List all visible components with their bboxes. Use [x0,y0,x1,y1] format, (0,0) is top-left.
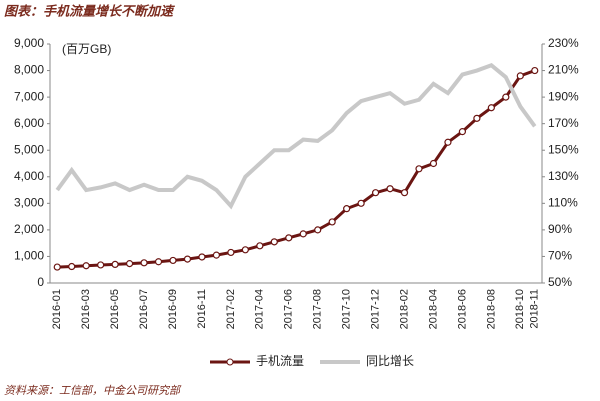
legend-label: 手机流量 [256,354,304,368]
point [487,104,495,112]
point [386,185,394,193]
point [82,262,90,270]
point [473,114,481,122]
y-tick-label: 8,000 [14,63,44,77]
point [154,258,163,266]
x-tick-label: 2017-02 [225,289,237,329]
point [502,93,510,101]
x-tick-label: 2016-05 [109,289,121,329]
y-tick-label: 1,000 [14,249,44,263]
y2-tick-label: 150% [548,142,579,156]
point [328,218,336,226]
x-tick-label: 2017-12 [369,289,381,329]
point [53,263,61,271]
x-tick-label: 2017-10 [341,289,353,329]
legend-label: 同比增长 [366,354,414,368]
point [68,262,76,271]
point [285,234,293,242]
point [198,253,206,261]
y2-tick-label: 70% [548,249,572,263]
y-tick-label: 4,000 [14,169,44,183]
source: 资料来源：工信部，中金公司研究部 [4,384,182,397]
point [125,260,134,268]
y2-tick-label: 230% [548,36,579,50]
y-axis-label: (百万GB) [62,42,111,56]
point [458,128,467,136]
point [256,242,264,250]
point [400,189,409,197]
x-tick-label: 2018-02 [398,289,410,329]
point [314,226,322,234]
x-tick-label: 2016-01 [51,289,63,329]
point [371,189,380,197]
y2-tick-label: 190% [548,89,579,103]
series-line [57,69,536,269]
point [183,255,192,263]
x-tick-label: 2018-08 [485,289,497,329]
point [241,246,249,254]
y2-tick-label: 130% [548,169,579,183]
x-tick-label: 2017-08 [312,289,324,329]
y-tick-label: 5,000 [14,142,44,156]
point [111,260,119,269]
x-tick-label: 2018-04 [427,289,439,329]
legend-marker [226,358,234,366]
point [270,238,278,246]
point [357,199,365,207]
point [97,261,105,269]
chart-title: 图表：手机流量增长不断加速 [4,3,176,18]
y-tick-label: 9,000 [14,36,44,50]
x-tick-label: 2018-10 [514,289,526,329]
point [227,248,235,257]
point [299,230,307,238]
point [429,159,438,168]
point [140,259,148,267]
y-tick-label: 0 [37,275,44,289]
x-tick-label: 2018-06 [456,289,468,329]
y2-tick-label: 210% [548,63,579,77]
y2-tick-label: 50% [548,275,572,289]
point [212,251,221,259]
point [516,72,524,80]
y2-tick-label: 170% [548,116,579,130]
x-tick-label: 2016-11 [196,289,208,329]
y-tick-label: 2,000 [14,222,44,236]
x-tick-label: 2016-03 [80,289,92,329]
y-tick-label: 7,000 [14,89,44,103]
point [444,138,452,146]
point [343,205,351,213]
x-tick-label: 2016-07 [138,289,150,329]
x-tick-label: 2017-04 [254,289,266,329]
point [415,165,423,173]
x-tick-label: 2016-09 [167,289,179,329]
series-line [55,62,537,210]
y-tick-label: 3,000 [14,196,44,210]
y-tick-label: 6,000 [14,116,44,130]
y2-tick-label: 110% [548,196,578,210]
y2-tick-label: 90% [548,222,572,236]
point [531,66,539,75]
x-tick-label: 2017-06 [283,289,295,329]
x-tick-label: 2018-11 [529,289,541,329]
point [169,256,177,265]
